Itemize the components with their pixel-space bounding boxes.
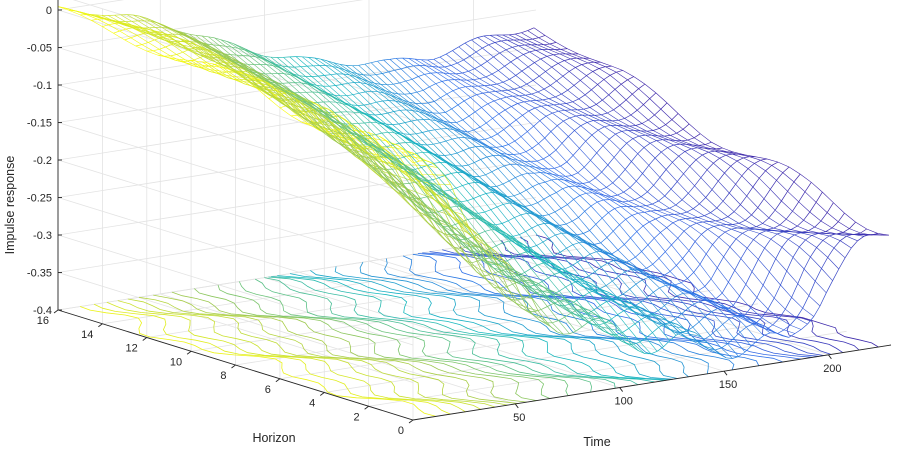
z-tick-label: -0.3	[33, 230, 52, 242]
axis-grid	[57, 0, 892, 421]
x-axis-label: Time	[583, 435, 610, 449]
y-tick-label: 10	[170, 356, 182, 368]
y-tick-mark	[53, 309, 59, 314]
x-tick-label: 150	[719, 379, 737, 391]
z-axis-label: Impulse response	[3, 156, 17, 255]
z-tick-label: -0.25	[27, 193, 52, 205]
x-tick-mark	[723, 370, 728, 376]
y-axis-label: Horizon	[252, 431, 295, 445]
x-tick-mark	[619, 387, 624, 392]
y-tick-mark	[364, 405, 369, 410]
z-tick-label: -0.05	[27, 43, 52, 55]
y-tick-mark	[408, 419, 414, 424]
y-tick-label: 12	[126, 343, 138, 355]
z-tick-label: -0.35	[27, 268, 52, 280]
z-tick-label: -0.2	[33, 155, 52, 167]
mesh-surface	[57, 6, 889, 359]
z-tick-label: -0.15	[27, 118, 52, 130]
x-tick-mark	[828, 354, 832, 360]
y-tick-label: 6	[265, 384, 271, 396]
y-tick-mark	[275, 378, 281, 383]
z-tick-label: 0	[46, 5, 52, 17]
y-tick-mark	[231, 364, 236, 369]
z-tick-label: -0.4	[33, 305, 52, 317]
x-tick-mark	[514, 403, 519, 409]
x-tick-label: 50	[513, 412, 525, 424]
y-tick-label: 4	[309, 398, 315, 410]
y-tick-mark	[186, 350, 192, 355]
y-tick-mark	[98, 323, 103, 328]
y-tick-label: 8	[220, 370, 226, 382]
z-tick-label: -0.1	[33, 80, 52, 92]
y-tick-label: 0	[398, 425, 404, 437]
y-tick-mark	[142, 337, 148, 341]
x-tick-label: 100	[614, 396, 632, 408]
y-tick-label: 16	[37, 315, 49, 327]
y-tick-mark	[319, 392, 325, 396]
tick-labels: 50 100 150 200 0 2 4 6 8 10 12 14 16 0 -0.05 -0.1 -0.15 -…	[27, 5, 842, 437]
y-tick-label: 14	[81, 329, 93, 341]
x-tick-label: 200	[823, 363, 841, 375]
y-tick-label: 2	[354, 411, 360, 423]
